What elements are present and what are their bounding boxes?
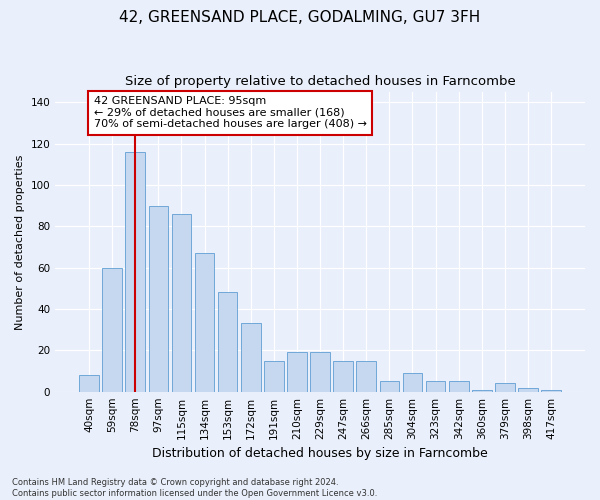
Bar (334, 360, 353, 392)
Bar (495, 384, 515, 392)
Bar (426, 382, 445, 392)
Text: 42 GREENSAND PLACE: 95sqm
← 29% of detached houses are smaller (168)
70% of semi: 42 GREENSAND PLACE: 95sqm ← 29% of detac… (94, 96, 367, 130)
Bar (472, 390, 491, 392)
Bar (218, 292, 238, 392)
Bar (380, 382, 399, 392)
Bar (403, 373, 422, 392)
Bar (310, 352, 330, 392)
X-axis label: Distribution of detached houses by size in Farncombe: Distribution of detached houses by size … (152, 447, 488, 460)
Bar (287, 352, 307, 392)
Y-axis label: Number of detached properties: Number of detached properties (15, 154, 25, 330)
Bar (149, 206, 168, 392)
Bar (541, 390, 561, 392)
Title: Size of property relative to detached houses in Farncombe: Size of property relative to detached ho… (125, 75, 515, 88)
Bar (195, 253, 214, 392)
Bar (172, 214, 191, 392)
Bar (103, 268, 122, 392)
Text: 42, GREENSAND PLACE, GODALMING, GU7 3FH: 42, GREENSAND PLACE, GODALMING, GU7 3FH (119, 10, 481, 25)
Bar (241, 324, 260, 392)
Bar (449, 382, 469, 392)
Bar (125, 152, 145, 392)
Bar (264, 360, 284, 392)
Bar (79, 375, 99, 392)
Bar (518, 388, 538, 392)
Bar (356, 360, 376, 392)
Text: Contains HM Land Registry data © Crown copyright and database right 2024.
Contai: Contains HM Land Registry data © Crown c… (12, 478, 377, 498)
